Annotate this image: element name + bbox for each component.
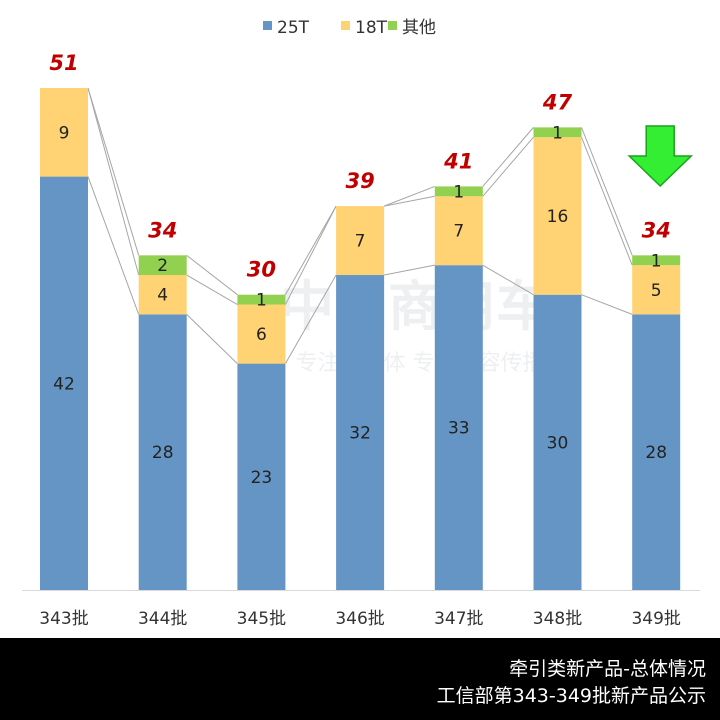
data-label-1-6: 5	[651, 281, 662, 301]
x-tick-label-5: 348批	[533, 609, 582, 629]
bar-2-2	[237, 294, 286, 305]
series-line-1-4	[482, 136, 534, 197]
bar-1-2	[237, 304, 286, 364]
series-line-1-1	[186, 274, 238, 305]
series-line-2-0	[87, 87, 140, 256]
series-line-2-1	[186, 254, 238, 296]
data-label-1-1: 4	[157, 286, 168, 306]
total-label-2: 30	[247, 258, 276, 282]
bar-1-1	[138, 275, 187, 315]
data-label-1-5: 16	[547, 207, 569, 227]
data-label-2-6: 1	[651, 251, 662, 271]
data-label-0-2: 23	[251, 468, 273, 488]
series-line-1-3	[384, 195, 435, 207]
x-tick-label-3: 346批	[335, 609, 384, 629]
series-line-1-5	[581, 137, 633, 266]
bar-0-2	[237, 363, 286, 590]
total-label-4: 41	[443, 149, 473, 173]
series-line-0-1	[186, 314, 238, 364]
legend-swatch-2	[388, 21, 397, 30]
data-label-0-5: 30	[547, 433, 569, 453]
legend-swatch-1	[341, 21, 350, 30]
total-label-0: 51	[49, 51, 78, 75]
x-tick-label-2: 345批	[237, 609, 286, 629]
bar-0-5	[533, 294, 582, 590]
footer-subtitle: 工信部第343-349批新产品公示	[436, 685, 706, 707]
series-line-2-5	[581, 127, 633, 256]
x-tick-label-4: 347批	[434, 609, 483, 629]
down-arrow-icon	[627, 125, 694, 188]
bar-0-0	[40, 176, 88, 590]
data-label-2-1: 2	[157, 256, 168, 276]
data-label-0-0: 42	[53, 374, 75, 394]
data-label-2-5: 1	[552, 123, 563, 143]
bar-1-6	[632, 265, 681, 315]
data-label-2-4: 1	[453, 182, 464, 202]
total-label-5: 47	[542, 90, 573, 114]
data-label-1-4: 7	[453, 222, 464, 242]
watermark-text-main: 中国商用车	[280, 275, 550, 338]
bar-0-4	[434, 265, 483, 590]
bar-2-5	[533, 127, 582, 138]
legend-label-0: 25T	[277, 18, 310, 38]
total-label-1: 34	[148, 218, 177, 242]
series-line-2-4	[482, 127, 534, 187]
bar-1-3	[336, 206, 385, 276]
data-label-0-4: 33	[448, 419, 470, 439]
series-line-2-2	[284, 205, 337, 295]
bar-0-6	[632, 314, 681, 590]
footer-banner: 牵引类新产品-总体情况 工信部第343-349批新产品公示	[0, 638, 720, 720]
series-line-1-0	[87, 87, 140, 276]
data-label-0-1: 28	[152, 443, 174, 463]
bar-1-4	[434, 196, 483, 266]
series-line-1-2	[284, 205, 337, 305]
footer-title: 牵引类新产品-总体情况	[509, 658, 706, 680]
watermark-text-sub: 专注自媒体 专注内容传播	[296, 351, 545, 376]
legend-label-2: 其他	[402, 18, 436, 38]
x-tick-label-1: 344批	[138, 609, 187, 629]
x-tick-label-0: 343批	[39, 609, 88, 629]
bar-1-5	[533, 137, 582, 295]
series-line-0-3	[384, 264, 435, 276]
chart-area: 中国商用车 专注自媒体 专注内容传播 42 9 51 343批 28 4 2 34 344批 23 6 1…	[22, 18, 700, 629]
data-label-1-0: 9	[59, 123, 70, 143]
data-label-0-6: 28	[645, 443, 667, 463]
bar-0-1	[138, 314, 187, 590]
series-lines	[87, 87, 633, 364]
total-label-6: 34	[642, 218, 671, 242]
bar-1-0	[40, 88, 88, 177]
total-label-3: 39	[345, 169, 374, 193]
series-line-0-2	[284, 274, 337, 364]
series-line-0-5	[581, 294, 633, 315]
bar-2-1	[138, 255, 187, 276]
series-line-2-3	[383, 185, 435, 207]
bar-2-4	[434, 186, 483, 197]
data-label-0-3: 32	[349, 424, 371, 444]
series-line-0-0	[87, 176, 140, 315]
series-line-0-4	[482, 264, 534, 296]
bar-0-3	[336, 275, 385, 590]
legend-label-1: 18T	[355, 18, 388, 38]
legend-swatch-0	[263, 21, 272, 30]
x-tick-label-6: 349批	[631, 609, 680, 629]
data-label-1-3: 7	[355, 232, 366, 252]
bar-2-6	[632, 255, 681, 266]
data-label-1-2: 6	[256, 325, 267, 345]
data-label-2-2: 1	[256, 291, 267, 311]
